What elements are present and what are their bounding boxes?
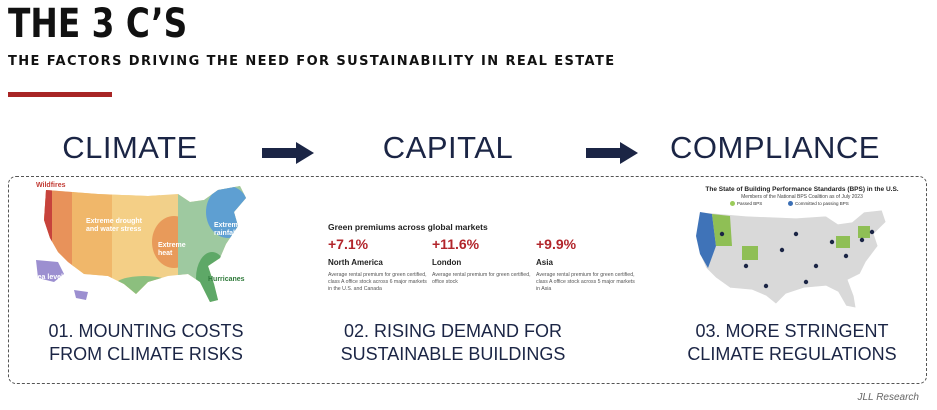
map-label-sea-level: Sea level rise — [33, 274, 63, 289]
premium-value: +11.6% — [432, 236, 480, 252]
caption-line: CLIMATE REGULATIONS — [687, 344, 897, 364]
pillar-capital-heading: CAPITAL — [382, 130, 514, 165]
caption-line: 03. MORE STRINGENT — [695, 321, 889, 341]
content-frame — [8, 176, 927, 384]
arrow-right-icon — [586, 142, 638, 164]
map-label-drought: Extreme drought and water stress — [86, 218, 143, 233]
premiums-title: Green premiums across global markets — [328, 222, 488, 232]
premium-desc: Average rental premium for green certifi… — [432, 272, 531, 285]
map-label-wildfires: Wildfires — [36, 182, 66, 189]
page-title: THE 3 C’S — [8, 1, 188, 47]
premium-region: Asia — [536, 258, 553, 267]
pillar-climate-heading: CLIMATE — [62, 130, 198, 165]
premium-value: +7.1% — [328, 236, 369, 252]
arrow-right-icon — [262, 142, 314, 164]
legend-dot-icon — [730, 201, 735, 207]
legend-dot-icon — [788, 201, 793, 207]
map-label-rainfall: Extreme rainfall — [214, 222, 242, 237]
accent-rule — [8, 92, 112, 97]
premium-value: +9.9% — [536, 236, 577, 252]
caption-capital: 02. RISING DEMAND FOR SUSTAINABLE BUILDI… — [313, 320, 593, 366]
caption-line: 02. RISING DEMAND FOR — [343, 321, 563, 341]
bps-map-title: The State of Building Performance Standa… — [705, 186, 899, 193]
map-label-heat: Extreme heat — [158, 242, 186, 257]
caption-line: FROM CLIMATE RISKS — [49, 344, 243, 364]
premium-desc: Average rental premium for green certifi… — [328, 272, 427, 292]
premium-london: +11.6% London Average rental premium for… — [432, 236, 532, 286]
bps-map-subtitle: Members of the National BPS Coalition as… — [741, 194, 863, 200]
map-label-hurricanes: Hurricanes — [208, 276, 245, 283]
page-subtitle: THE FACTORS DRIVING THE NEED FOR SUSTAIN… — [8, 54, 616, 69]
legend-label: Passed BPS — [737, 201, 763, 206]
legend-passed: Passed BPS — [730, 201, 763, 207]
caption-compliance: 03. MORE STRINGENT CLIMATE REGULATIONS — [652, 320, 932, 366]
climate-risk-map — [36, 186, 246, 302]
premium-desc: Average rental premium for green certifi… — [536, 272, 635, 292]
legend-committed: Committed to passing BPS — [788, 201, 849, 207]
premium-region: North America — [328, 258, 383, 267]
caption-line: 01. MOUNTING COSTS — [48, 321, 244, 341]
premium-north-america: +7.1% North America Average rental premi… — [328, 236, 428, 293]
source-credit: JLL Research — [857, 392, 919, 403]
premium-asia: +9.9% Asia Average rental premium for gr… — [536, 236, 636, 293]
premium-region: London — [432, 258, 462, 267]
caption-line: SUSTAINABLE BUILDINGS — [340, 344, 566, 364]
pillar-compliance-heading: COMPLIANCE — [670, 130, 880, 165]
caption-climate: 01. MOUNTING COSTS FROM CLIMATE RISKS — [6, 320, 286, 366]
legend-label: Committed to passing BPS — [795, 201, 849, 206]
bps-us-map — [695, 209, 886, 309]
